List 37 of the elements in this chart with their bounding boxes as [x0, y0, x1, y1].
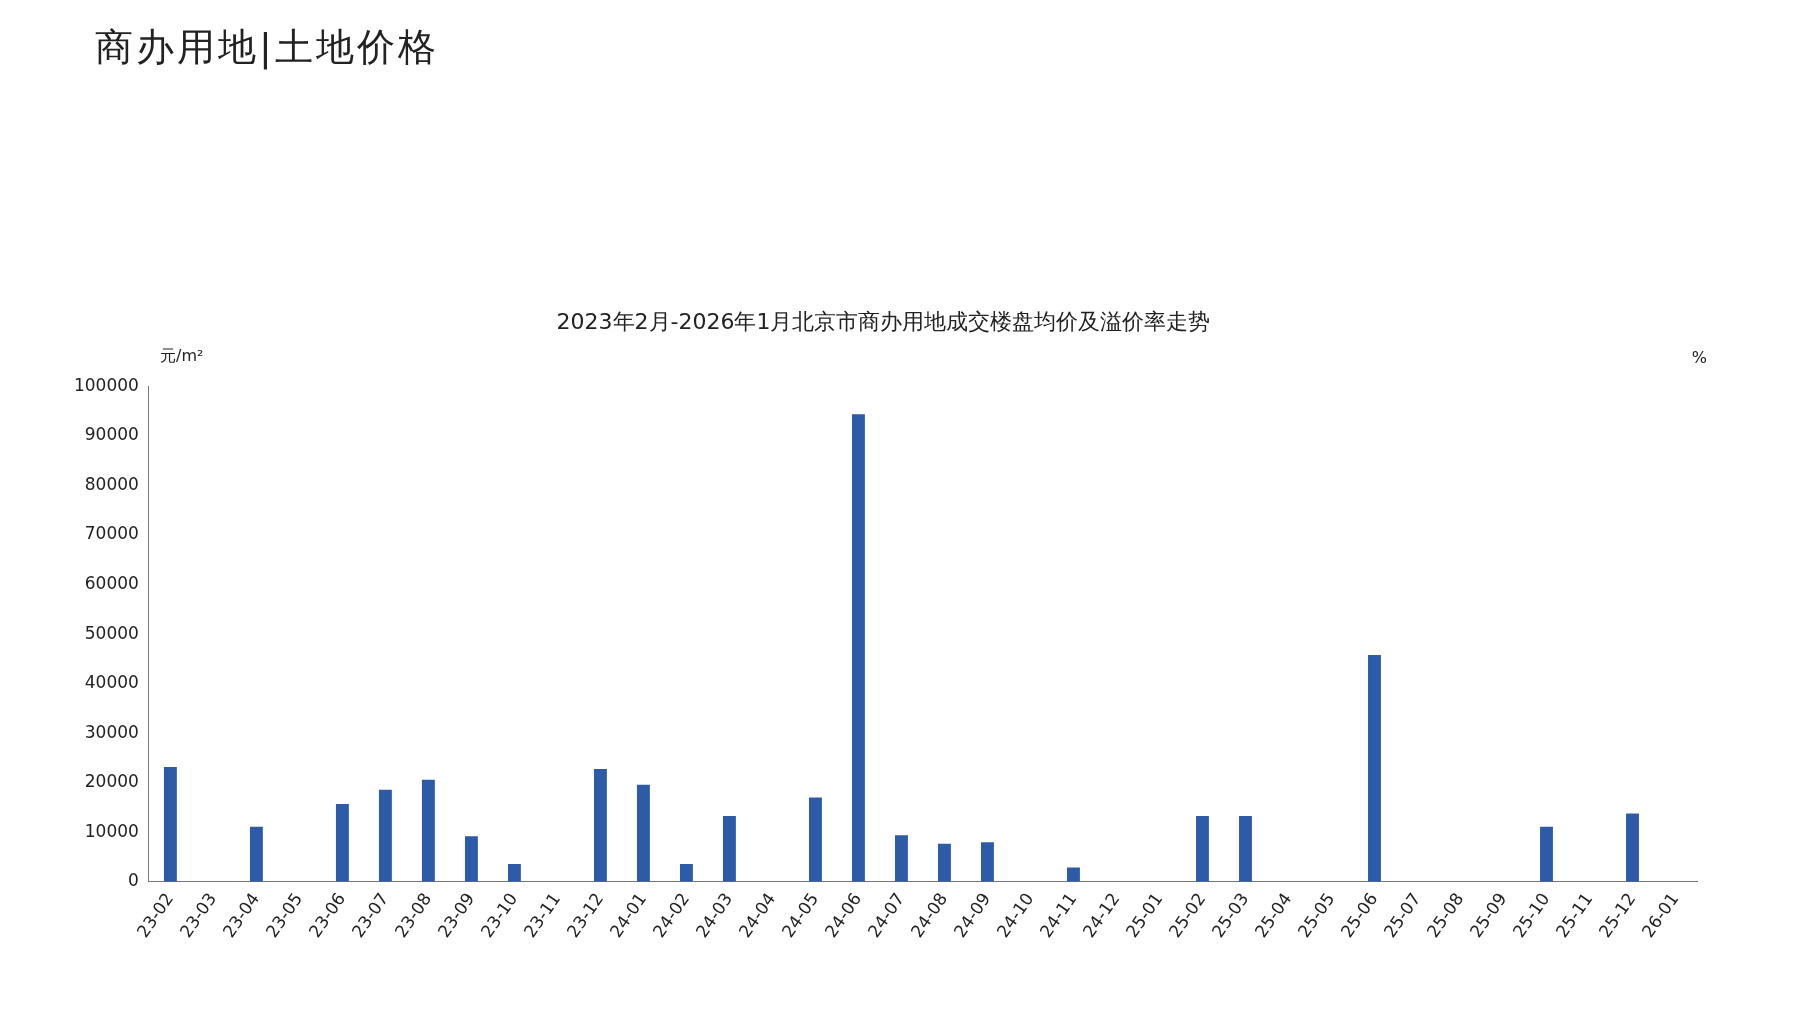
bar — [722, 815, 736, 882]
bar — [636, 784, 650, 882]
bar — [938, 843, 951, 882]
y-tick-label: 70000 — [84, 523, 139, 544]
y-tick-label: 90000 — [84, 424, 139, 445]
y-tick-label: 100000 — [73, 374, 139, 395]
bar — [808, 797, 822, 882]
bar — [163, 766, 177, 882]
bar — [593, 768, 607, 882]
bar — [1540, 826, 1553, 882]
bar — [378, 789, 392, 882]
bar — [249, 826, 263, 882]
y-tick-label: 30000 — [84, 721, 139, 742]
bar — [851, 414, 865, 882]
y-axis-title: 元/m² — [160, 345, 204, 365]
y-tick-label: 40000 — [84, 672, 139, 693]
chart-title: 2023年2月-2026年1月北京市商办用地成交楼盘均价及溢价率走势 — [556, 308, 1211, 334]
y-tick-label: 20000 — [84, 771, 139, 792]
bar — [1368, 654, 1381, 882]
bar — [1239, 815, 1252, 882]
bar — [1196, 815, 1209, 882]
y-tick-label: 50000 — [84, 622, 139, 643]
bar — [1626, 813, 1639, 882]
y-tick-label: 80000 — [84, 473, 139, 494]
y2-axis-title: % — [1691, 347, 1707, 367]
bar — [335, 804, 349, 882]
y-tick-label: 10000 — [84, 820, 139, 841]
bar — [464, 836, 478, 882]
bar — [507, 864, 521, 882]
y-tick-label: 60000 — [84, 573, 139, 593]
y-tick-label: 0 — [128, 870, 139, 891]
bar — [981, 842, 994, 882]
bar — [895, 835, 908, 882]
bar — [421, 779, 435, 882]
text: 商办用地|土地价格 — [95, 24, 439, 72]
bar — [1067, 867, 1080, 882]
bar — [679, 864, 693, 882]
